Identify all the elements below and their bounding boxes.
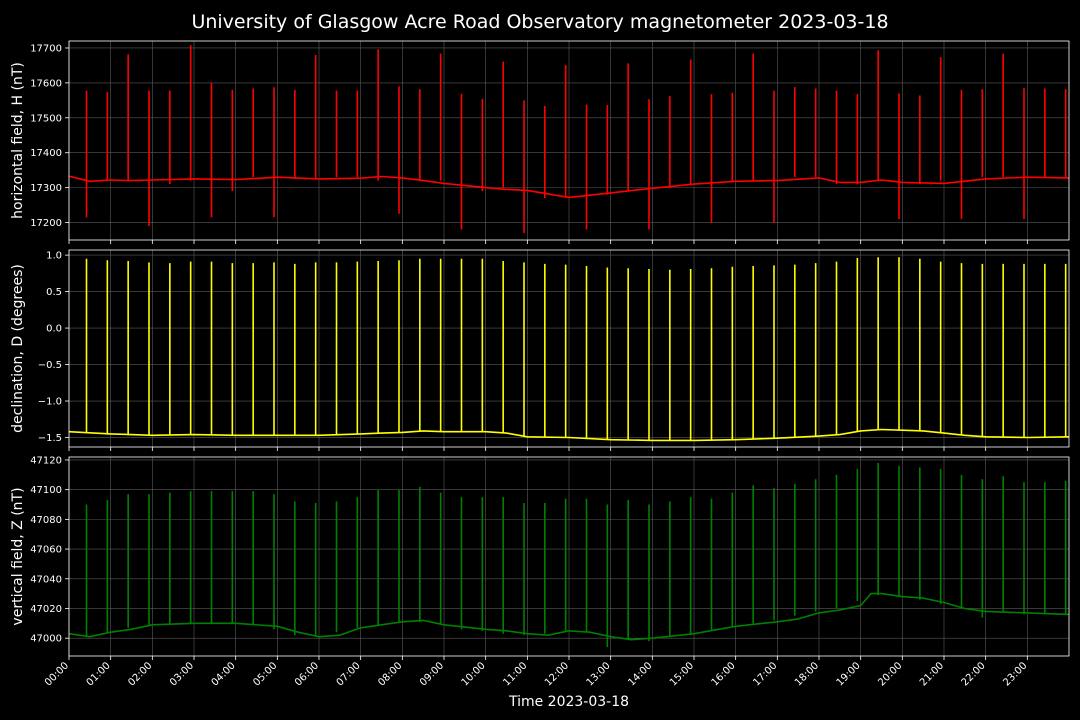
y-tick-label: 17400 — [30, 148, 62, 159]
chart-title: University of Glasgow Acre Road Observat… — [191, 11, 888, 33]
x-tick-label: 21:00 — [918, 660, 946, 688]
panel-frame — [68, 456, 1070, 657]
y-tick-label: −1.5 — [38, 433, 62, 444]
y-tick-label: 17200 — [30, 218, 62, 229]
y-tick-label: 1.0 — [46, 251, 62, 262]
y-tick-label: 47060 — [30, 545, 62, 556]
x-axis-label: Time 2023-03-18 — [508, 694, 629, 710]
x-tick-label: 03:00 — [168, 660, 196, 688]
panel-0: 17200 17300 17400 17500 17600 17700 horizontal… — [10, 40, 1070, 244]
x-tick-label: 15:00 — [668, 660, 696, 688]
y-tick-label: 47080 — [30, 515, 62, 526]
x-tick-label: 00:00 — [43, 660, 71, 688]
panel-2: 47000 47020 47040 47060 47080 47100 47120 verti… — [10, 455, 1070, 660]
x-tick-label: 02:00 — [126, 660, 154, 688]
y-tick-label: 17600 — [30, 78, 62, 89]
x-tick-label: 01:00 — [85, 660, 113, 688]
x-tick-label: 06:00 — [293, 660, 321, 688]
y-tick-label: 17300 — [30, 183, 62, 194]
y-axis-label-1: declination, D (degrees) — [10, 264, 26, 433]
y-tick-label: 47120 — [30, 455, 62, 466]
x-tick-label: 12:00 — [543, 660, 571, 688]
y-axis-label-2: vertical field, Z (nT) — [10, 487, 26, 625]
x-tick-label: 19:00 — [835, 660, 863, 688]
y-tick-label: 47000 — [30, 634, 62, 645]
x-tick-label: 20:00 — [876, 660, 904, 688]
x-tick-label: 17:00 — [751, 660, 779, 688]
y-tick-label: 47020 — [30, 604, 62, 615]
y-tick-label: 0.0 — [46, 324, 62, 335]
x-tick-label: 09:00 — [418, 660, 446, 688]
x-tick-label: 08:00 — [376, 660, 404, 688]
chart-panels: 17200 17300 17400 17500 17600 17700 horizontal… — [10, 40, 1070, 660]
x-tick-label: 11:00 — [501, 660, 529, 688]
series-line-2 — [68, 592, 1070, 641]
x-tick-label: 22:00 — [960, 660, 988, 688]
x-tick-label: 04:00 — [210, 660, 238, 688]
x-tick-label: 16:00 — [710, 660, 738, 688]
x-tick-label: 13:00 — [585, 660, 613, 688]
y-tick-label: 0.5 — [46, 287, 62, 298]
y-tick-label: −1.0 — [38, 397, 62, 408]
y-tick-label: 17500 — [30, 113, 62, 124]
y-tick-label: 47100 — [30, 485, 62, 496]
panel-1: −1.5 −1.0 −0.5 0.0 0.5 1.0 declination, D (deg… — [10, 249, 1070, 451]
x-tick-label: 14:00 — [626, 660, 654, 688]
x-tick-label: 07:00 — [335, 660, 363, 688]
y-tick-label: 17700 — [30, 43, 62, 54]
panel-frame — [68, 249, 1070, 448]
y-axis-label-0: horizontal field, H (nT) — [10, 62, 26, 219]
y-tick-label: −0.5 — [38, 360, 62, 371]
x-tick-label: 05:00 — [251, 660, 279, 688]
panel-frame — [68, 40, 1070, 241]
x-tick-label: 18:00 — [793, 660, 821, 688]
x-axis: 00:00 01:00 02:00 03:00 04:00 05:00 06:00 07:00… — [43, 660, 1029, 688]
x-tick-label: 23:00 — [1001, 660, 1029, 688]
y-tick-label: 47040 — [30, 574, 62, 585]
x-tick-label: 10:00 — [460, 660, 488, 688]
